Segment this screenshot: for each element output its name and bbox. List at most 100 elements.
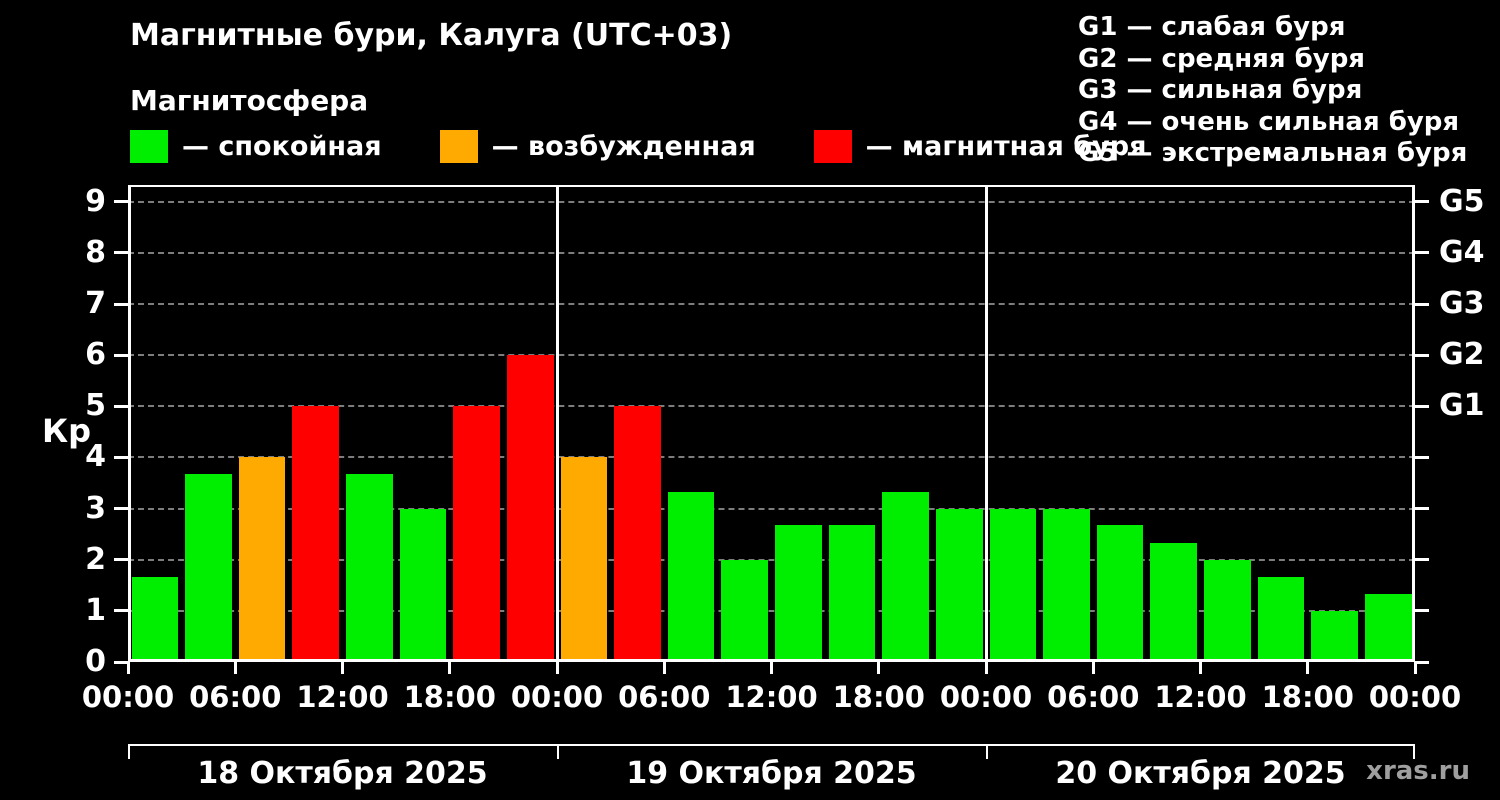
y-tick-mark-left-9 bbox=[114, 200, 128, 204]
gridline-kp-5 bbox=[128, 405, 1415, 408]
plot-frame-right bbox=[1412, 185, 1415, 662]
x-tick-label-12: 00:00 bbox=[1368, 680, 1462, 714]
date-axis-tick-2 bbox=[986, 744, 988, 759]
kp-bar-9 bbox=[614, 406, 661, 662]
legend-item-quiet: — спокойная bbox=[130, 130, 382, 163]
page-title: Магнитные бури, Калуга (UTC+03) bbox=[130, 18, 733, 53]
y-tick-mark-right-1 bbox=[1415, 609, 1429, 613]
x-tick-mark-4 bbox=[555, 662, 559, 674]
g-scale-legend: G1 — слабая буря G2 — средняя буря G3 — … bbox=[1078, 12, 1467, 170]
kp-bar-4 bbox=[346, 474, 393, 662]
x-tick-label-9: 06:00 bbox=[1047, 680, 1140, 714]
date-axis-tick-3 bbox=[1413, 744, 1415, 759]
date-axis-tick-1 bbox=[557, 744, 559, 759]
g3-legend-line: G3 — сильная буря bbox=[1078, 75, 1363, 105]
x-tick-mark-2 bbox=[341, 662, 344, 674]
y-tick-mark-left-1 bbox=[114, 609, 128, 613]
g1-legend-line: G1 — слабая буря bbox=[1078, 12, 1346, 42]
x-tick-mark-1 bbox=[233, 662, 237, 674]
gridline-kp-9 bbox=[128, 200, 1415, 203]
g-level-label-g3: G3 bbox=[1439, 286, 1485, 322]
gridline-kp-6 bbox=[128, 354, 1415, 357]
x-tick-mark-7 bbox=[877, 662, 881, 674]
date-axis-tick-0 bbox=[128, 744, 130, 759]
quiet-color-swatch bbox=[130, 130, 168, 163]
plot-frame-bottom bbox=[128, 659, 1415, 662]
x-tick-mark-6 bbox=[770, 662, 773, 674]
y-tick-mark-left-0 bbox=[114, 660, 128, 664]
y-tick-mark-left-6 bbox=[114, 353, 128, 357]
state-legend: — спокойная — возбужденная — магнитная б… bbox=[130, 130, 1146, 163]
date-label-1: 19 Октября 2025 bbox=[626, 756, 917, 791]
day-separator-2 bbox=[984, 185, 988, 662]
excited-color-swatch bbox=[439, 130, 478, 163]
gridline-kp-7 bbox=[128, 303, 1415, 306]
legend-item-excited: — возбужденная bbox=[439, 130, 756, 163]
kp-bar-11 bbox=[721, 559, 768, 662]
x-tick-mark-12 bbox=[1413, 662, 1417, 674]
kp-bar-2 bbox=[238, 457, 286, 662]
g-level-label-g1: G1 bbox=[1439, 388, 1485, 424]
x-tick-mark-9 bbox=[1091, 662, 1095, 674]
kp-bar-7 bbox=[506, 355, 554, 662]
y-tick-mark-left-7 bbox=[114, 302, 128, 306]
x-tick-mark-3 bbox=[448, 662, 452, 674]
legend-label-quiet: — спокойная bbox=[182, 131, 382, 162]
y-tick-mark-right-0 bbox=[1415, 660, 1429, 664]
y-tick-label-9: 9 bbox=[85, 183, 106, 219]
kp-bar-6 bbox=[453, 406, 500, 662]
kp-bar-15 bbox=[935, 508, 983, 662]
y-tick-mark-right-7 bbox=[1415, 302, 1429, 306]
x-tick-label-10: 12:00 bbox=[1154, 680, 1247, 714]
kp-bar-17 bbox=[1043, 508, 1090, 662]
y-tick-label-1: 1 bbox=[85, 592, 106, 628]
kp-bar-13 bbox=[828, 525, 876, 662]
y-tick-mark-right-2 bbox=[1415, 558, 1429, 562]
x-tick-mark-11 bbox=[1306, 662, 1310, 674]
x-tick-mark-10 bbox=[1199, 662, 1202, 674]
y-tick-mark-left-8 bbox=[114, 251, 128, 255]
g5-legend-line: G5 — экстремальная буря bbox=[1078, 138, 1468, 168]
gridline-kp-1 bbox=[128, 609, 1415, 612]
y-tick-mark-right-6 bbox=[1415, 353, 1429, 357]
legend-label-storm: — магнитная буря bbox=[865, 131, 1147, 162]
date-axis-line bbox=[128, 744, 1415, 746]
y-tick-mark-left-2 bbox=[114, 558, 128, 562]
date-label-0: 18 Октября 2025 bbox=[197, 756, 488, 791]
y-tick-mark-right-8 bbox=[1415, 251, 1429, 255]
kp-bar-12 bbox=[775, 525, 822, 662]
x-tick-label-4: 00:00 bbox=[510, 680, 604, 714]
y-tick-label-5: 5 bbox=[85, 388, 106, 424]
date-axis: 18 Октября 2025 19 Октября 2025 20 Октября… bbox=[128, 744, 1415, 794]
day-separator-1 bbox=[555, 185, 559, 662]
plot-frame-top bbox=[128, 185, 1415, 187]
kp-bar-3 bbox=[292, 406, 339, 662]
plot-frame-left bbox=[128, 185, 131, 662]
kp-bar-8 bbox=[560, 457, 608, 662]
g4-legend-line: G4 — очень сильная буря bbox=[1078, 106, 1460, 137]
kp-bar-10 bbox=[667, 491, 715, 662]
date-label-2: 20 Октября 2025 bbox=[1055, 756, 1346, 791]
y-tick-label-3: 3 bbox=[85, 490, 106, 526]
kp-bar-20 bbox=[1204, 559, 1251, 662]
x-tick-mark-0 bbox=[126, 662, 130, 674]
watermark: xras.ru bbox=[1366, 756, 1470, 786]
x-tick-label-7: 18:00 bbox=[832, 680, 925, 714]
kp-bar-14 bbox=[882, 491, 929, 662]
storm-color-swatch bbox=[813, 130, 852, 163]
legend-item-storm: — магнитная буря bbox=[813, 130, 1147, 163]
kp-bar-22 bbox=[1311, 610, 1358, 662]
g-level-label-g2: G2 bbox=[1439, 337, 1485, 373]
plot-area: 0 1 2 3 4 5 6 7 8 9 G1 G2 G3 G4 G5 00:00 06:00 12:00 18:00… bbox=[82, 184, 1485, 714]
kp-bar-23 bbox=[1364, 594, 1412, 662]
y-tick-mark-right-5 bbox=[1415, 404, 1429, 408]
kp-bar-21 bbox=[1257, 576, 1305, 662]
y-tick-label-0: 0 bbox=[85, 644, 106, 679]
y-tick-mark-right-3 bbox=[1415, 507, 1429, 511]
y-tick-mark-left-5 bbox=[114, 404, 128, 408]
y-tick-label-7: 7 bbox=[85, 286, 106, 322]
x-tick-label-0: 00:00 bbox=[81, 680, 175, 714]
y-tick-label-4: 4 bbox=[85, 439, 106, 475]
x-tick-mark-5 bbox=[662, 662, 666, 674]
x-tick-label-8: 00:00 bbox=[939, 680, 1033, 714]
